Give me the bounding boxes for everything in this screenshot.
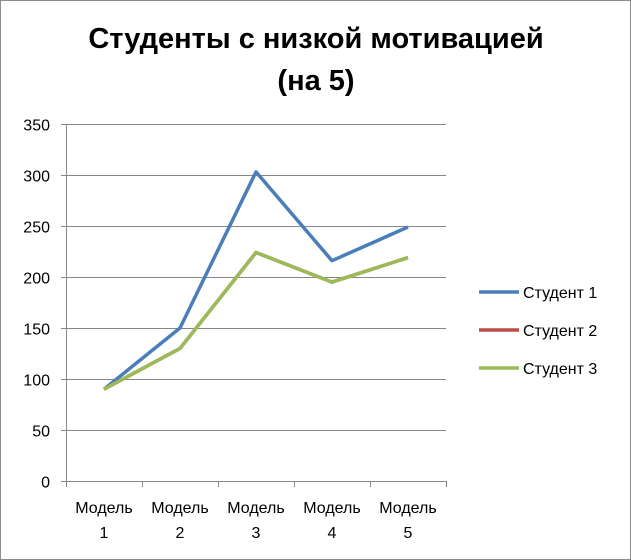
y-tick-label: 150 — [23, 322, 50, 339]
y-tick-label: 0 — [41, 475, 50, 492]
legend-item-3: Студент 3 — [479, 361, 597, 378]
y-tick-label: 300 — [23, 169, 50, 186]
x-tick-label-line: Модель — [303, 500, 360, 517]
legend-label: Студент 3 — [523, 361, 597, 378]
y-tick-label: 100 — [23, 373, 50, 390]
y-tick-label: 350 — [23, 118, 50, 135]
x-tick-label-line: Модель — [75, 500, 132, 517]
legend-item-2: Студент 2 — [479, 323, 597, 340]
x-tick-label-line: 2 — [176, 525, 185, 542]
series-lines — [102, 170, 409, 391]
legend: Студент 1 Студент 2 Студент 3 — [479, 285, 597, 378]
x-tick-label-line: 1 — [100, 525, 109, 542]
y-tick-label: 250 — [23, 220, 50, 237]
series-line-1 — [102, 170, 409, 391]
chart-title-line-2: (на 5) — [277, 65, 354, 97]
x-tick-label: Модель 1 — [75, 500, 132, 542]
x-tick-label-line: 3 — [252, 525, 261, 542]
chart-title: Студенты с низкой мотивацией (на 5) — [88, 23, 543, 97]
x-tick-label-line: Модель — [379, 500, 436, 517]
legend-label: Студент 2 — [523, 323, 597, 340]
chart-title-line-1: Студенты с низкой мотивацией — [88, 23, 543, 55]
x-tick-label-line: Модель — [227, 500, 284, 517]
x-tick-label: Модель 3 — [227, 500, 284, 542]
x-tick-label: Модель 4 — [303, 500, 360, 542]
legend-label: Студент 1 — [523, 285, 597, 302]
legend-item-1: Студент 1 — [479, 285, 597, 302]
y-axis-ticks: 0 50 100 150 200 250 300 350 — [23, 118, 50, 492]
x-tick-label: Модель 5 — [379, 500, 436, 542]
x-axis-ticks: Модель 1 Модель 2 Модель 3 Модель 4 Модель 5 — [75, 500, 436, 542]
x-tick-label-line: 5 — [404, 525, 413, 542]
y-tick-label: 200 — [23, 271, 50, 288]
y-tick-label: 50 — [32, 424, 50, 441]
axes — [61, 124, 447, 487]
x-tick-label-line: Модель — [151, 500, 208, 517]
x-tick-label: Модель 2 — [151, 500, 208, 542]
x-tick-label-line: 4 — [328, 525, 337, 542]
series-line-3 — [103, 250, 409, 391]
